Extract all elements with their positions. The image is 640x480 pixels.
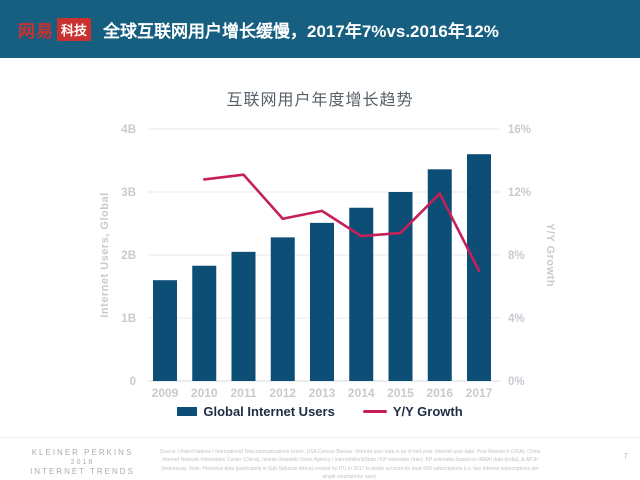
header-bar: 网易 科技 全球互联网用户增长缓慢，2017年7%vs.2016年12% bbox=[0, 0, 640, 58]
x-tick-label: 2010 bbox=[191, 386, 218, 400]
tech-logo-badge: 科技 bbox=[57, 17, 92, 41]
kleiner-perkins-brand: KLEINER PERKINS 2018 INTERNET TRENDS bbox=[10, 448, 155, 477]
brand-line: KLEINER PERKINS bbox=[31, 448, 134, 457]
bar-2015 bbox=[388, 192, 413, 381]
left-axis-title: Internet Users, Global bbox=[99, 192, 111, 317]
bar-2011 bbox=[231, 251, 256, 381]
growth-line bbox=[202, 173, 481, 273]
legend-item-growth: Y/Y Growth bbox=[362, 404, 463, 419]
bar-2010 bbox=[192, 265, 217, 381]
brand-line: 2018 bbox=[70, 459, 95, 466]
y-tick-label-right: 0% bbox=[508, 376, 525, 388]
x-tick-label: 2012 bbox=[269, 386, 296, 400]
page-number: 7 bbox=[623, 452, 628, 461]
y-tick-label-right: 16% bbox=[508, 124, 531, 136]
x-tick-label: 2015 bbox=[387, 386, 414, 400]
bar-2016 bbox=[427, 169, 452, 381]
x-tick-label: 2011 bbox=[230, 386, 256, 400]
x-tick-label: 2016 bbox=[426, 386, 453, 400]
y-tick-label-right: 4% bbox=[508, 313, 525, 325]
x-tick-label: 2013 bbox=[309, 386, 336, 400]
growth-chart: 0 0% 1B 4% 2B 8% 3B 12% 4B 16% Internet Users, Glo… bbox=[99, 124, 556, 400]
chart-title: 互联网用户年度增长趋势 bbox=[226, 92, 414, 109]
y-tick-label-left: 3B bbox=[121, 187, 136, 199]
bar-2009 bbox=[153, 280, 177, 381]
legend-label: Global Internet Users bbox=[203, 404, 335, 419]
x-tick-label: 2009 bbox=[152, 386, 179, 400]
y-tick-label-left: 1B bbox=[121, 313, 136, 325]
legend-item-users: Global Internet Users bbox=[177, 404, 335, 419]
y-tick-label-left: 4B bbox=[121, 124, 136, 136]
chart-legend: Global Internet Users Y/Y Growth bbox=[0, 404, 640, 419]
page-title: 全球互联网用户增长缓慢，2017年7%vs.2016年12% bbox=[103, 21, 499, 41]
source-note: Source: United Nations / International T… bbox=[159, 449, 541, 480]
bar-2012 bbox=[270, 237, 295, 381]
y-tick-label-left: 0 bbox=[130, 376, 136, 388]
netease-tech-logo: 网易 科技 bbox=[18, 17, 92, 42]
legend-label: Y/Y Growth bbox=[392, 404, 463, 419]
x-tick-label: 2014 bbox=[348, 386, 375, 400]
bar-2017 bbox=[467, 154, 491, 381]
y-tick-label-right: 12% bbox=[508, 187, 531, 199]
bar-2013 bbox=[310, 222, 334, 381]
right-axis-title: Y/Y Growth bbox=[544, 223, 556, 287]
brand-line: INTERNET TRENDS bbox=[30, 467, 135, 476]
bar-swatch-icon bbox=[177, 407, 198, 416]
y-tick-label-right: 8% bbox=[508, 250, 525, 262]
y-tick-label-left: 2B bbox=[121, 250, 136, 262]
x-tick-label: 2017 bbox=[466, 386, 493, 400]
bar-2014 bbox=[349, 207, 374, 381]
netease-logo-text: 网易 bbox=[18, 21, 54, 41]
footer: KLEINER PERKINS 2018 INTERNET TRENDS Sou… bbox=[0, 437, 640, 480]
line-swatch-icon bbox=[362, 409, 387, 414]
